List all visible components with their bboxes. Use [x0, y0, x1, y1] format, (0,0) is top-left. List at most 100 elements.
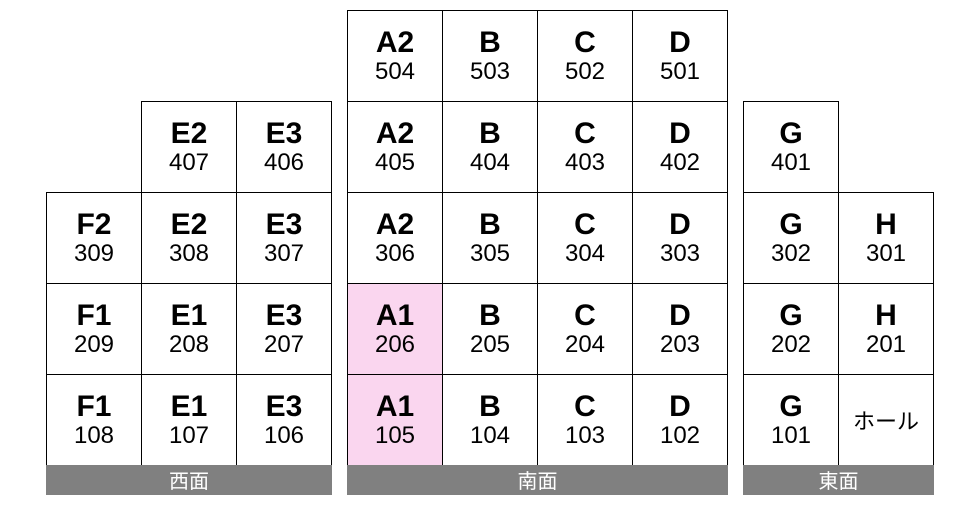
unit-cell: E1208 — [141, 283, 237, 375]
unit-type: E2 — [171, 209, 208, 241]
unit-number: 205 — [470, 332, 510, 357]
unit-number: 504 — [375, 59, 415, 84]
unit-cell: G202 — [743, 283, 839, 375]
unit-cell: D303 — [632, 192, 728, 284]
unit-number: 104 — [470, 423, 510, 448]
unit-type: A1 — [376, 300, 414, 332]
unit-type: G — [779, 391, 802, 423]
unit-type: D — [669, 209, 691, 241]
unit-type: E1 — [171, 300, 208, 332]
unit-cell: E2308 — [141, 192, 237, 284]
row: G401 — [744, 101, 934, 192]
hall-label: ホール — [853, 404, 919, 436]
block-south: A2504B503C502D501A2405B404C403D402A2306B… — [348, 10, 728, 494]
unit-cell: D203 — [632, 283, 728, 375]
unit-number: 303 — [660, 241, 700, 266]
unit-number: 503 — [470, 59, 510, 84]
hall-cell: ホール — [838, 374, 934, 466]
unit-type: D — [669, 118, 691, 150]
unit-cell: A1206 — [347, 283, 443, 375]
row: A1206B205C204D203 — [348, 283, 728, 374]
unit-number: 209 — [74, 332, 114, 357]
unit-type: D — [669, 27, 691, 59]
unit-cell: E3106 — [236, 374, 332, 466]
unit-type: C — [574, 209, 596, 241]
unit-type: B — [479, 209, 501, 241]
unit-type: C — [574, 300, 596, 332]
row: G302H301 — [744, 192, 934, 283]
unit-type: C — [574, 118, 596, 150]
unit-type: B — [479, 300, 501, 332]
unit-number: 309 — [74, 241, 114, 266]
unit-number: 202 — [771, 332, 811, 357]
unit-type: A2 — [376, 118, 414, 150]
row: G202H201 — [744, 283, 934, 374]
unit-type: E3 — [266, 300, 303, 332]
unit-number: 406 — [264, 150, 304, 175]
unit-type: F1 — [76, 391, 111, 423]
unit-type: B — [479, 391, 501, 423]
unit-type: D — [669, 300, 691, 332]
unit-cell: B404 — [442, 101, 538, 193]
unit-cell: D402 — [632, 101, 728, 193]
unit-cell: D102 — [632, 374, 728, 466]
unit-number: 402 — [660, 150, 700, 175]
unit-cell: C204 — [537, 283, 633, 375]
unit-number: 204 — [565, 332, 605, 357]
empty-cell — [46, 101, 142, 193]
unit-number: 302 — [771, 241, 811, 266]
unit-cell: C403 — [537, 101, 633, 193]
unit-type: E3 — [266, 118, 303, 150]
unit-type: A2 — [376, 27, 414, 59]
unit-cell: A2504 — [347, 10, 443, 102]
row: F1209E1208 E3207 — [47, 283, 332, 374]
unit-cell: G302 — [743, 192, 839, 284]
unit-number: 106 — [264, 423, 304, 448]
unit-cell: E2407 — [141, 101, 237, 193]
row: A2405B404C403D402 — [348, 101, 728, 192]
row: A2504B503C502D501 — [348, 10, 728, 101]
block-footer-west: 西面 — [46, 465, 332, 495]
unit-type: G — [779, 209, 802, 241]
unit-cell: B104 — [442, 374, 538, 466]
unit-type: B — [479, 27, 501, 59]
row: F2309E2308E3307 — [47, 192, 332, 283]
unit-number: 308 — [169, 241, 209, 266]
unit-number: 201 — [866, 332, 906, 357]
unit-cell: F1209 — [46, 283, 142, 375]
unit-cell: C502 — [537, 10, 633, 102]
unit-number: 304 — [565, 241, 605, 266]
unit-cell: C304 — [537, 192, 633, 284]
unit-cell: A2405 — [347, 101, 443, 193]
unit-type: G — [779, 300, 802, 332]
unit-cell: G401 — [743, 101, 839, 193]
unit-type: E3 — [266, 209, 303, 241]
row: E2407 E3406 — [47, 101, 332, 192]
unit-number: 307 — [264, 241, 304, 266]
unit-type: A2 — [376, 209, 414, 241]
unit-number: 108 — [74, 423, 114, 448]
unit-number: 207 — [264, 332, 304, 357]
unit-type: B — [479, 118, 501, 150]
unit-cell: F1108 — [46, 374, 142, 466]
unit-cell: C103 — [537, 374, 633, 466]
unit-number: 404 — [470, 150, 510, 175]
unit-number: 403 — [565, 150, 605, 175]
unit-cell: B503 — [442, 10, 538, 102]
unit-cell: B205 — [442, 283, 538, 375]
block-west: E2407E3406F2309E2308E3307F1209E1208E3207… — [47, 101, 332, 494]
unit-cell: A1105 — [347, 374, 443, 466]
unit-number: 103 — [565, 423, 605, 448]
empty-cell — [838, 101, 934, 193]
unit-type: F2 — [76, 209, 111, 241]
unit-number: 107 — [169, 423, 209, 448]
unit-type: G — [779, 118, 802, 150]
unit-number: 401 — [771, 150, 811, 175]
unit-cell: F2309 — [46, 192, 142, 284]
unit-number: 405 — [375, 150, 415, 175]
unit-cell: D501 — [632, 10, 728, 102]
unit-type: H — [875, 209, 897, 241]
unit-number: 206 — [375, 332, 415, 357]
unit-number: 306 — [375, 241, 415, 266]
unit-cell: H301 — [838, 192, 934, 284]
